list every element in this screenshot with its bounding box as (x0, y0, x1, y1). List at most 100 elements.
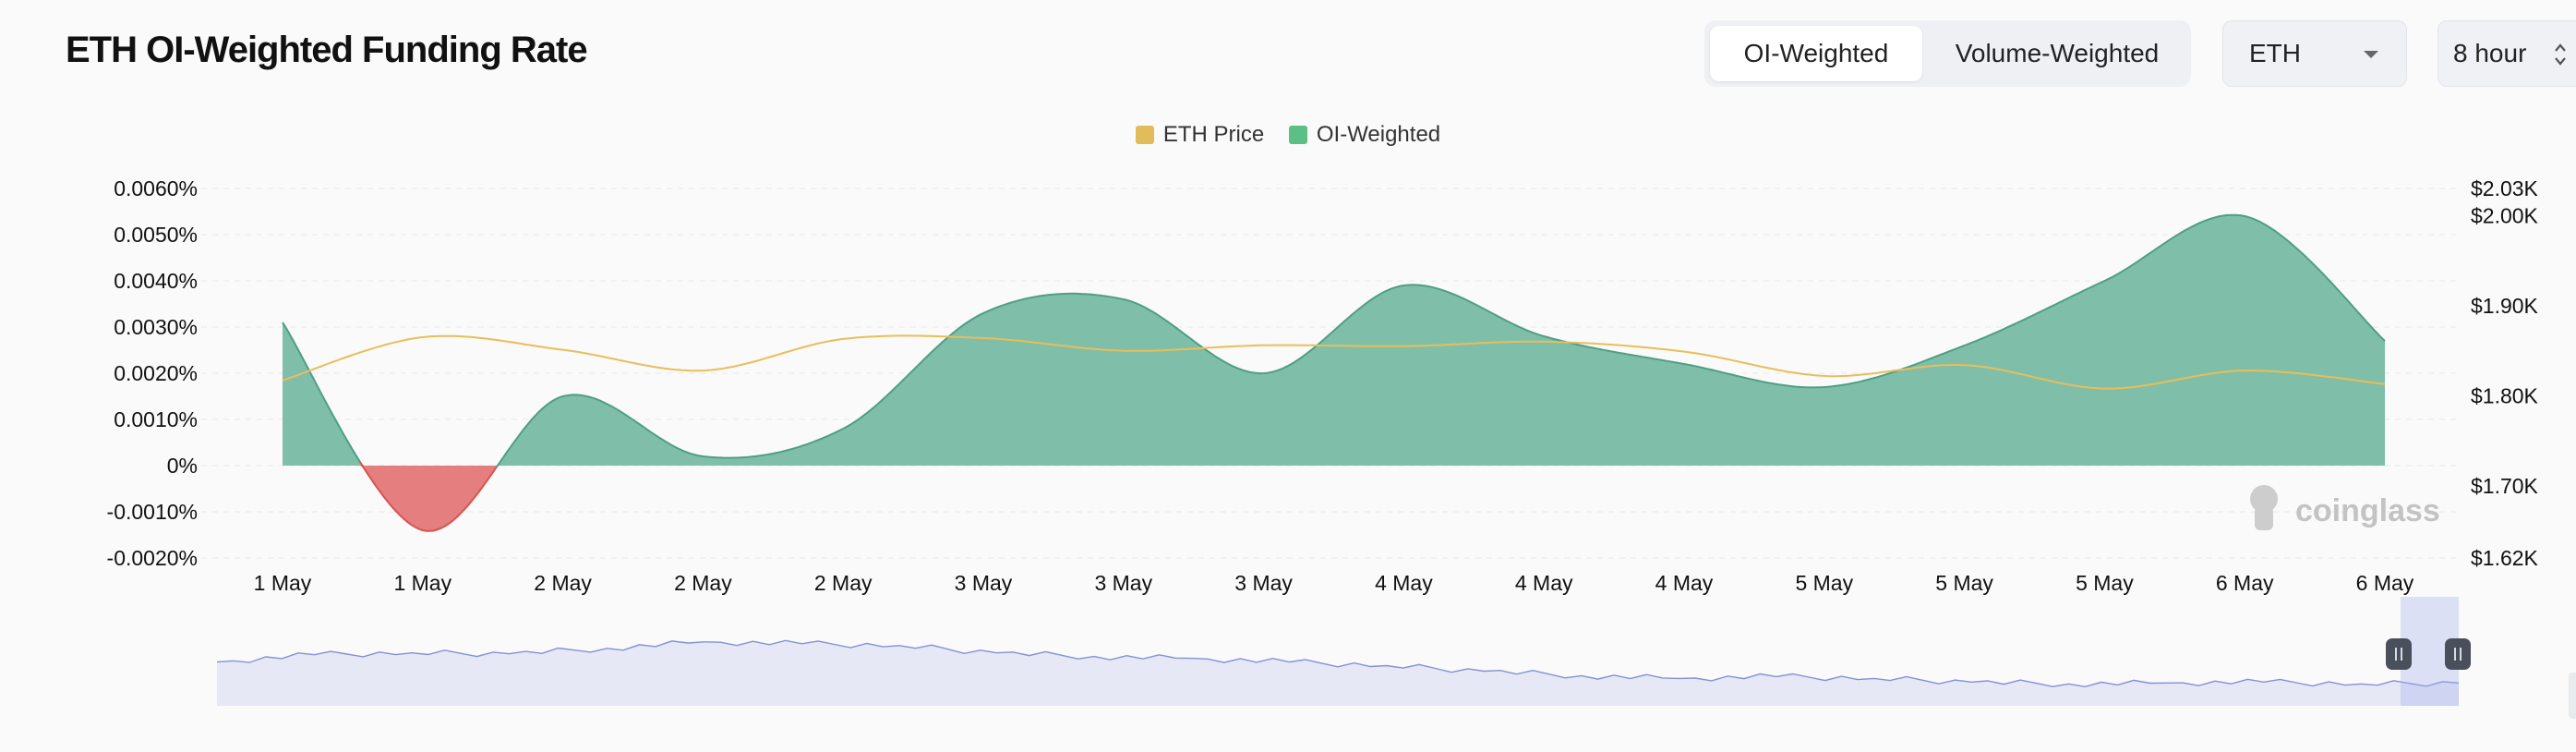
x-axis-tick-label: 3 May (1094, 571, 1152, 595)
right-axis-tick-label: $1.70K (2471, 474, 2539, 498)
legend-item-eth-price[interactable]: ETH Price (1135, 122, 1265, 148)
x-axis-tick-label: 6 May (2216, 571, 2274, 595)
eth-price-point[interactable] (700, 368, 705, 373)
eth-price-point[interactable] (981, 335, 986, 341)
oi-weighted-point[interactable] (420, 528, 426, 533)
left-axis-tick-label: -0.0020% (107, 546, 198, 570)
oi-weighted-point[interactable] (981, 310, 986, 316)
legend-label: OI-Weighted (1316, 122, 1441, 147)
eth-price-point[interactable] (1261, 343, 1267, 348)
eth-price-line (282, 334, 2386, 390)
chevron-down-icon (2364, 51, 2378, 58)
right-axis: $2.03K $2.00K $1.90K $1.80K $1.70K $1.62K (2471, 176, 2539, 570)
tab-oi-weighted[interactable]: OI-Weighted (1710, 26, 1922, 81)
right-axis-tick-label: $1.62K (2471, 546, 2539, 570)
oi-weighted-negative-area (283, 466, 2385, 531)
left-axis-tick-label: 0.0040% (114, 269, 198, 293)
x-axis-tick-label: 4 May (1375, 571, 1433, 595)
coin-select[interactable]: ETH (2222, 20, 2407, 87)
right-axis-tick-label: $2.00K (2471, 203, 2539, 227)
legend-label: ETH Price (1162, 122, 1265, 147)
oi-weighted-point[interactable] (2382, 338, 2388, 344)
left-axis-tick-label: 0.0050% (114, 223, 198, 247)
eth-price-point[interactable] (560, 347, 566, 353)
oi-weighted-point[interactable] (1121, 297, 1126, 302)
eth-price-point[interactable] (280, 378, 285, 383)
eth-price-point[interactable] (420, 334, 426, 340)
x-axis-tick-label: 3 May (955, 571, 1013, 595)
oi-weighted-line (282, 321, 361, 463)
left-axis-tick-label: 0.0060% (114, 176, 198, 200)
weighting-toggle: OI-Weighted Volume-Weighted (1704, 20, 2191, 87)
x-axis-tick-label: 5 May (1795, 571, 1853, 595)
x-axis: 1 May 1 May 2 May 2 May 2 May 3 May 3 May 3 May… (254, 571, 2414, 595)
oi-weighted-point[interactable] (700, 454, 705, 459)
oi-weighted-area (283, 214, 2385, 466)
x-axis-tick-label: 2 May (534, 571, 592, 595)
x-axis-tick-label: 4 May (1655, 571, 1714, 595)
handle-grip-icon (2386, 638, 2412, 670)
x-axis-tick-label: 2 May (674, 571, 732, 595)
right-axis-tick-label: $1.90K (2471, 294, 2539, 318)
x-axis-tick-label: 1 May (393, 571, 451, 595)
legend-item-oi-weighted[interactable]: OI-Weighted (1288, 122, 1441, 148)
page-title: ETH OI-Weighted Funding Rate (66, 30, 588, 70)
right-axis-tick-label: $2.03K (2471, 176, 2539, 200)
legend-swatch (1135, 126, 1154, 144)
left-axis-tick-label: 0.0020% (114, 361, 198, 385)
oi-weighted-point[interactable] (1401, 283, 1406, 288)
eth-price-point[interactable] (1822, 373, 1827, 379)
oi-weighted-point[interactable] (1962, 343, 1968, 348)
oi-weighted-point[interactable] (1822, 384, 1827, 390)
x-axis-tick-label: 5 May (1935, 571, 1993, 595)
navigator-handle-right[interactable] (2445, 638, 2471, 670)
oi-weighted-line (495, 213, 2386, 468)
coinglass-logo-body (2255, 506, 2273, 530)
left-axis-tick-label: 0% (167, 454, 198, 478)
navigator-handle-left[interactable] (2386, 638, 2412, 670)
oi-weighted-negative-line (358, 461, 498, 532)
eth-price-point[interactable] (1541, 339, 1547, 345)
oi-weighted-point[interactable] (1681, 361, 1687, 367)
eth-price-point[interactable] (1681, 349, 1687, 355)
interval-select-value: 8 hour (2453, 39, 2527, 67)
eth-price-point[interactable] (1962, 362, 1968, 368)
left-axis-tick-label: -0.0010% (107, 500, 198, 524)
coinglass-logo-icon (2250, 485, 2278, 513)
chart-legend: ETH Price OI-Weighted (0, 122, 2576, 153)
coin-select-value: ETH (2249, 39, 2301, 67)
interval-select[interactable]: 8 hour (2438, 20, 2576, 87)
oi-weighted-point[interactable] (1261, 370, 1267, 376)
left-axis: 0.0060% 0.0050% 0.0040% 0.0030% 0.0020% 0.001… (107, 176, 198, 570)
range-navigator[interactable] (216, 597, 2471, 706)
x-axis-tick-label: 4 May (1515, 571, 1573, 595)
handle-grip-icon (2445, 638, 2471, 670)
x-axis-tick-label: 5 May (2076, 571, 2134, 595)
navigator-area (217, 640, 2459, 706)
tab-volume-weighted[interactable]: Volume-Weighted (1955, 39, 2160, 67)
coinglass-watermark: coinglass (2250, 485, 2440, 530)
oi-weighted-point[interactable] (2242, 213, 2247, 219)
eth-price-point[interactable] (2242, 368, 2247, 373)
eth-price-point[interactable] (2101, 386, 2107, 392)
eth-price-point[interactable] (1121, 348, 1126, 354)
eth-price-point[interactable] (1401, 344, 1406, 349)
x-axis-tick-label: 6 May (2356, 571, 2414, 595)
oi-weighted-point[interactable] (1541, 334, 1547, 339)
eth-price-point[interactable] (840, 336, 846, 342)
up-down-chevron-icon (2555, 43, 2566, 66)
x-axis-tick-label: 1 May (254, 571, 312, 595)
oi-weighted-point[interactable] (840, 426, 846, 431)
eth-price-point[interactable] (2382, 382, 2388, 387)
legend-swatch (1288, 126, 1307, 144)
area-series (280, 213, 2388, 533)
oi-weighted-point[interactable] (2101, 278, 2107, 284)
navigator-line (216, 639, 2460, 688)
oi-weighted-point[interactable] (560, 394, 566, 399)
scrollbar[interactable] (2569, 673, 2576, 719)
oi-weighted-point[interactable] (280, 320, 285, 325)
x-axis-tick-label: 2 May (814, 571, 873, 595)
right-axis-tick-label: $1.80K (2471, 383, 2539, 407)
left-axis-tick-label: 0.0030% (114, 315, 198, 339)
x-axis-tick-label: 3 May (1234, 571, 1293, 595)
